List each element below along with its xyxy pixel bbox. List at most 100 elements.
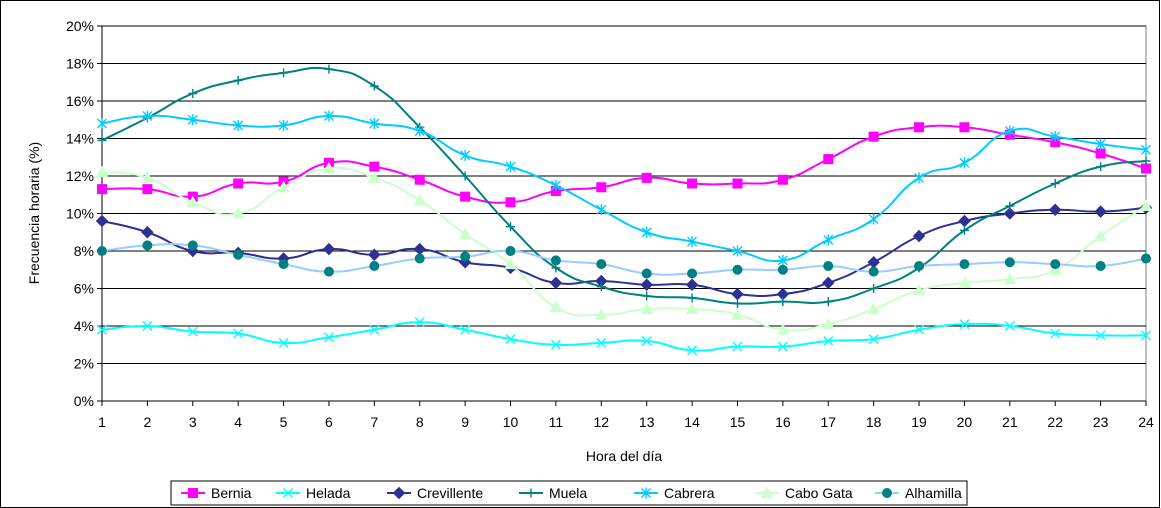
y-tick-label: 6% [74, 281, 94, 297]
legend-marker [760, 486, 774, 498]
data-point [732, 299, 742, 308]
data-point [1094, 229, 1107, 241]
y-axis-label: Frecuencia horaria (%) [26, 142, 42, 284]
data-point [95, 214, 109, 228]
series-helada [97, 317, 1151, 356]
data-point [596, 282, 606, 292]
data-point [323, 266, 334, 277]
data-point [914, 324, 925, 335]
data-point [1096, 162, 1106, 172]
x-tick-label: 14 [684, 414, 700, 430]
data-point [505, 197, 516, 208]
data-point [141, 171, 154, 183]
data-point [687, 268, 698, 279]
x-tick-label: 19 [911, 414, 927, 430]
data-point [369, 324, 380, 335]
data-point [912, 283, 926, 296]
data-point [504, 257, 517, 270]
data-point [1139, 199, 1153, 211]
data-point [1003, 272, 1017, 285]
data-point [959, 122, 970, 133]
x-tick-label: 4 [234, 414, 242, 430]
data-point [823, 261, 834, 271]
data-point [1050, 328, 1061, 339]
data-point [369, 81, 379, 91]
data-point [97, 184, 107, 195]
data-point [777, 254, 788, 266]
data-point [322, 242, 336, 256]
data-point [732, 264, 743, 275]
data-point [594, 308, 608, 320]
data-point [413, 193, 427, 206]
data-point [596, 337, 607, 348]
data-point [95, 165, 109, 178]
data-point [460, 324, 471, 335]
data-point [641, 268, 652, 279]
data-point [596, 259, 607, 270]
data-point [1095, 138, 1106, 150]
data-point [642, 291, 652, 301]
y-tick-label: 14% [66, 131, 94, 147]
data-point [822, 276, 835, 290]
x-tick-label: 2 [143, 414, 151, 430]
data-point [959, 319, 970, 330]
data-point [322, 161, 336, 174]
data-point [959, 157, 970, 169]
data-point [821, 317, 835, 330]
data-point [1095, 261, 1106, 271]
legend-item: Cabrera [634, 485, 715, 501]
data-point [868, 334, 879, 345]
data-point [869, 284, 879, 293]
data-point [142, 240, 153, 251]
data-point [1048, 263, 1062, 275]
y-tick-label: 16% [66, 93, 94, 109]
y-tick-label: 8% [74, 243, 94, 259]
data-point [1095, 330, 1106, 341]
data-point [732, 341, 743, 352]
data-point [777, 174, 788, 185]
legend-label: Helada [306, 485, 351, 501]
data-point [369, 161, 380, 172]
data-point [187, 240, 198, 251]
y-tick-label: 4% [74, 318, 94, 334]
legend-item: Muela [519, 485, 587, 501]
data-point [460, 149, 471, 161]
data-point [868, 213, 879, 225]
data-point [277, 180, 290, 193]
data-point [278, 259, 289, 270]
data-point [142, 110, 153, 122]
data-point [549, 300, 563, 313]
data-point [414, 125, 425, 137]
data-point [1141, 253, 1151, 264]
data-point [550, 179, 561, 191]
data-point [1095, 148, 1106, 159]
legend-item: Bernia [181, 485, 252, 501]
data-point [141, 226, 154, 239]
data-point [414, 317, 425, 328]
data-point [1050, 179, 1060, 188]
data-point [414, 253, 425, 264]
data-point [731, 308, 744, 320]
legend-item: Alhamilla [875, 485, 962, 501]
x-axis-ticks: 1 2 3 4 5 6 7 8 9 10 11 12 13 14 15 16 17 18 19 20 21 22 23 24 [98, 401, 1154, 430]
x-tick-label: 6 [325, 414, 333, 430]
series-line [101, 124, 1147, 204]
data-point [1050, 131, 1061, 143]
data-point [414, 174, 425, 185]
y-tick-label: 18% [66, 56, 94, 72]
x-tick-label: 22 [1047, 414, 1063, 430]
data-point [823, 154, 834, 165]
data-point [368, 248, 381, 261]
legend-label: Bernia [211, 485, 252, 501]
legend-label: Alhamilla [905, 485, 962, 501]
data-point [505, 246, 516, 256]
data-point [231, 206, 245, 219]
legend-label: Muela [549, 485, 587, 501]
data-point [1005, 201, 1015, 211]
data-point [186, 195, 200, 208]
x-tick-label: 15 [730, 414, 746, 430]
data-point [233, 328, 244, 339]
data-point [188, 89, 198, 98]
legend-box [170, 480, 968, 506]
data-point [685, 278, 699, 291]
